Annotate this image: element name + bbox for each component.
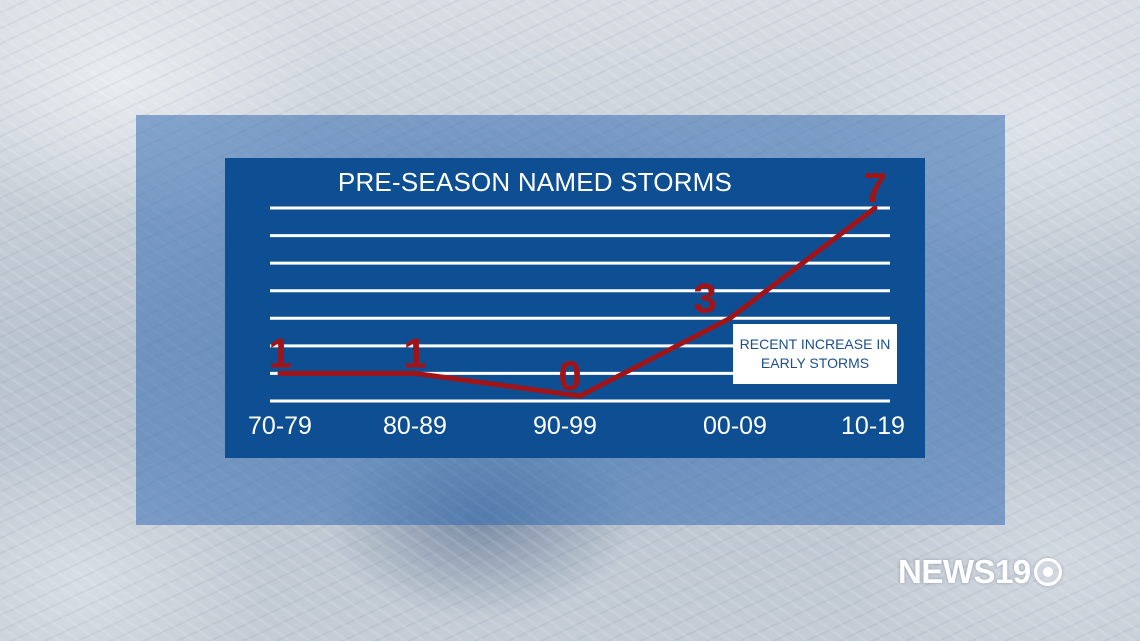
data-label: 0 bbox=[558, 352, 581, 399]
data-label: 7 bbox=[863, 164, 886, 211]
x-tick-label: 00-09 bbox=[703, 412, 767, 440]
chart-panel: PRE-SEASON NAMED STORMS 1 1 0 3 7 70-79 80-89 9… bbox=[225, 158, 925, 458]
x-tick-label: 70-79 bbox=[248, 412, 312, 440]
data-label: 1 bbox=[268, 329, 291, 376]
x-tick-label: 80-89 bbox=[383, 412, 447, 440]
data-label: 1 bbox=[403, 329, 426, 376]
chart-title: PRE-SEASON NAMED STORMS bbox=[337, 167, 733, 197]
x-tick-label: 90-99 bbox=[533, 412, 597, 440]
x-tick-label: 10-19 bbox=[841, 412, 905, 440]
news19-logo: NEWS19 bbox=[898, 552, 1062, 592]
chart-plot: 1 1 0 3 7 70-79 80-89 90-99 00-09 10-19 bbox=[248, 164, 905, 440]
series-line bbox=[277, 205, 878, 399]
cbs-eye-icon bbox=[1033, 558, 1062, 586]
annotation-box: RECENT INCREASE IN EARLY STORMS bbox=[733, 324, 897, 384]
data-label: 3 bbox=[693, 274, 716, 321]
logo-text: NEWS19 bbox=[898, 553, 1031, 590]
